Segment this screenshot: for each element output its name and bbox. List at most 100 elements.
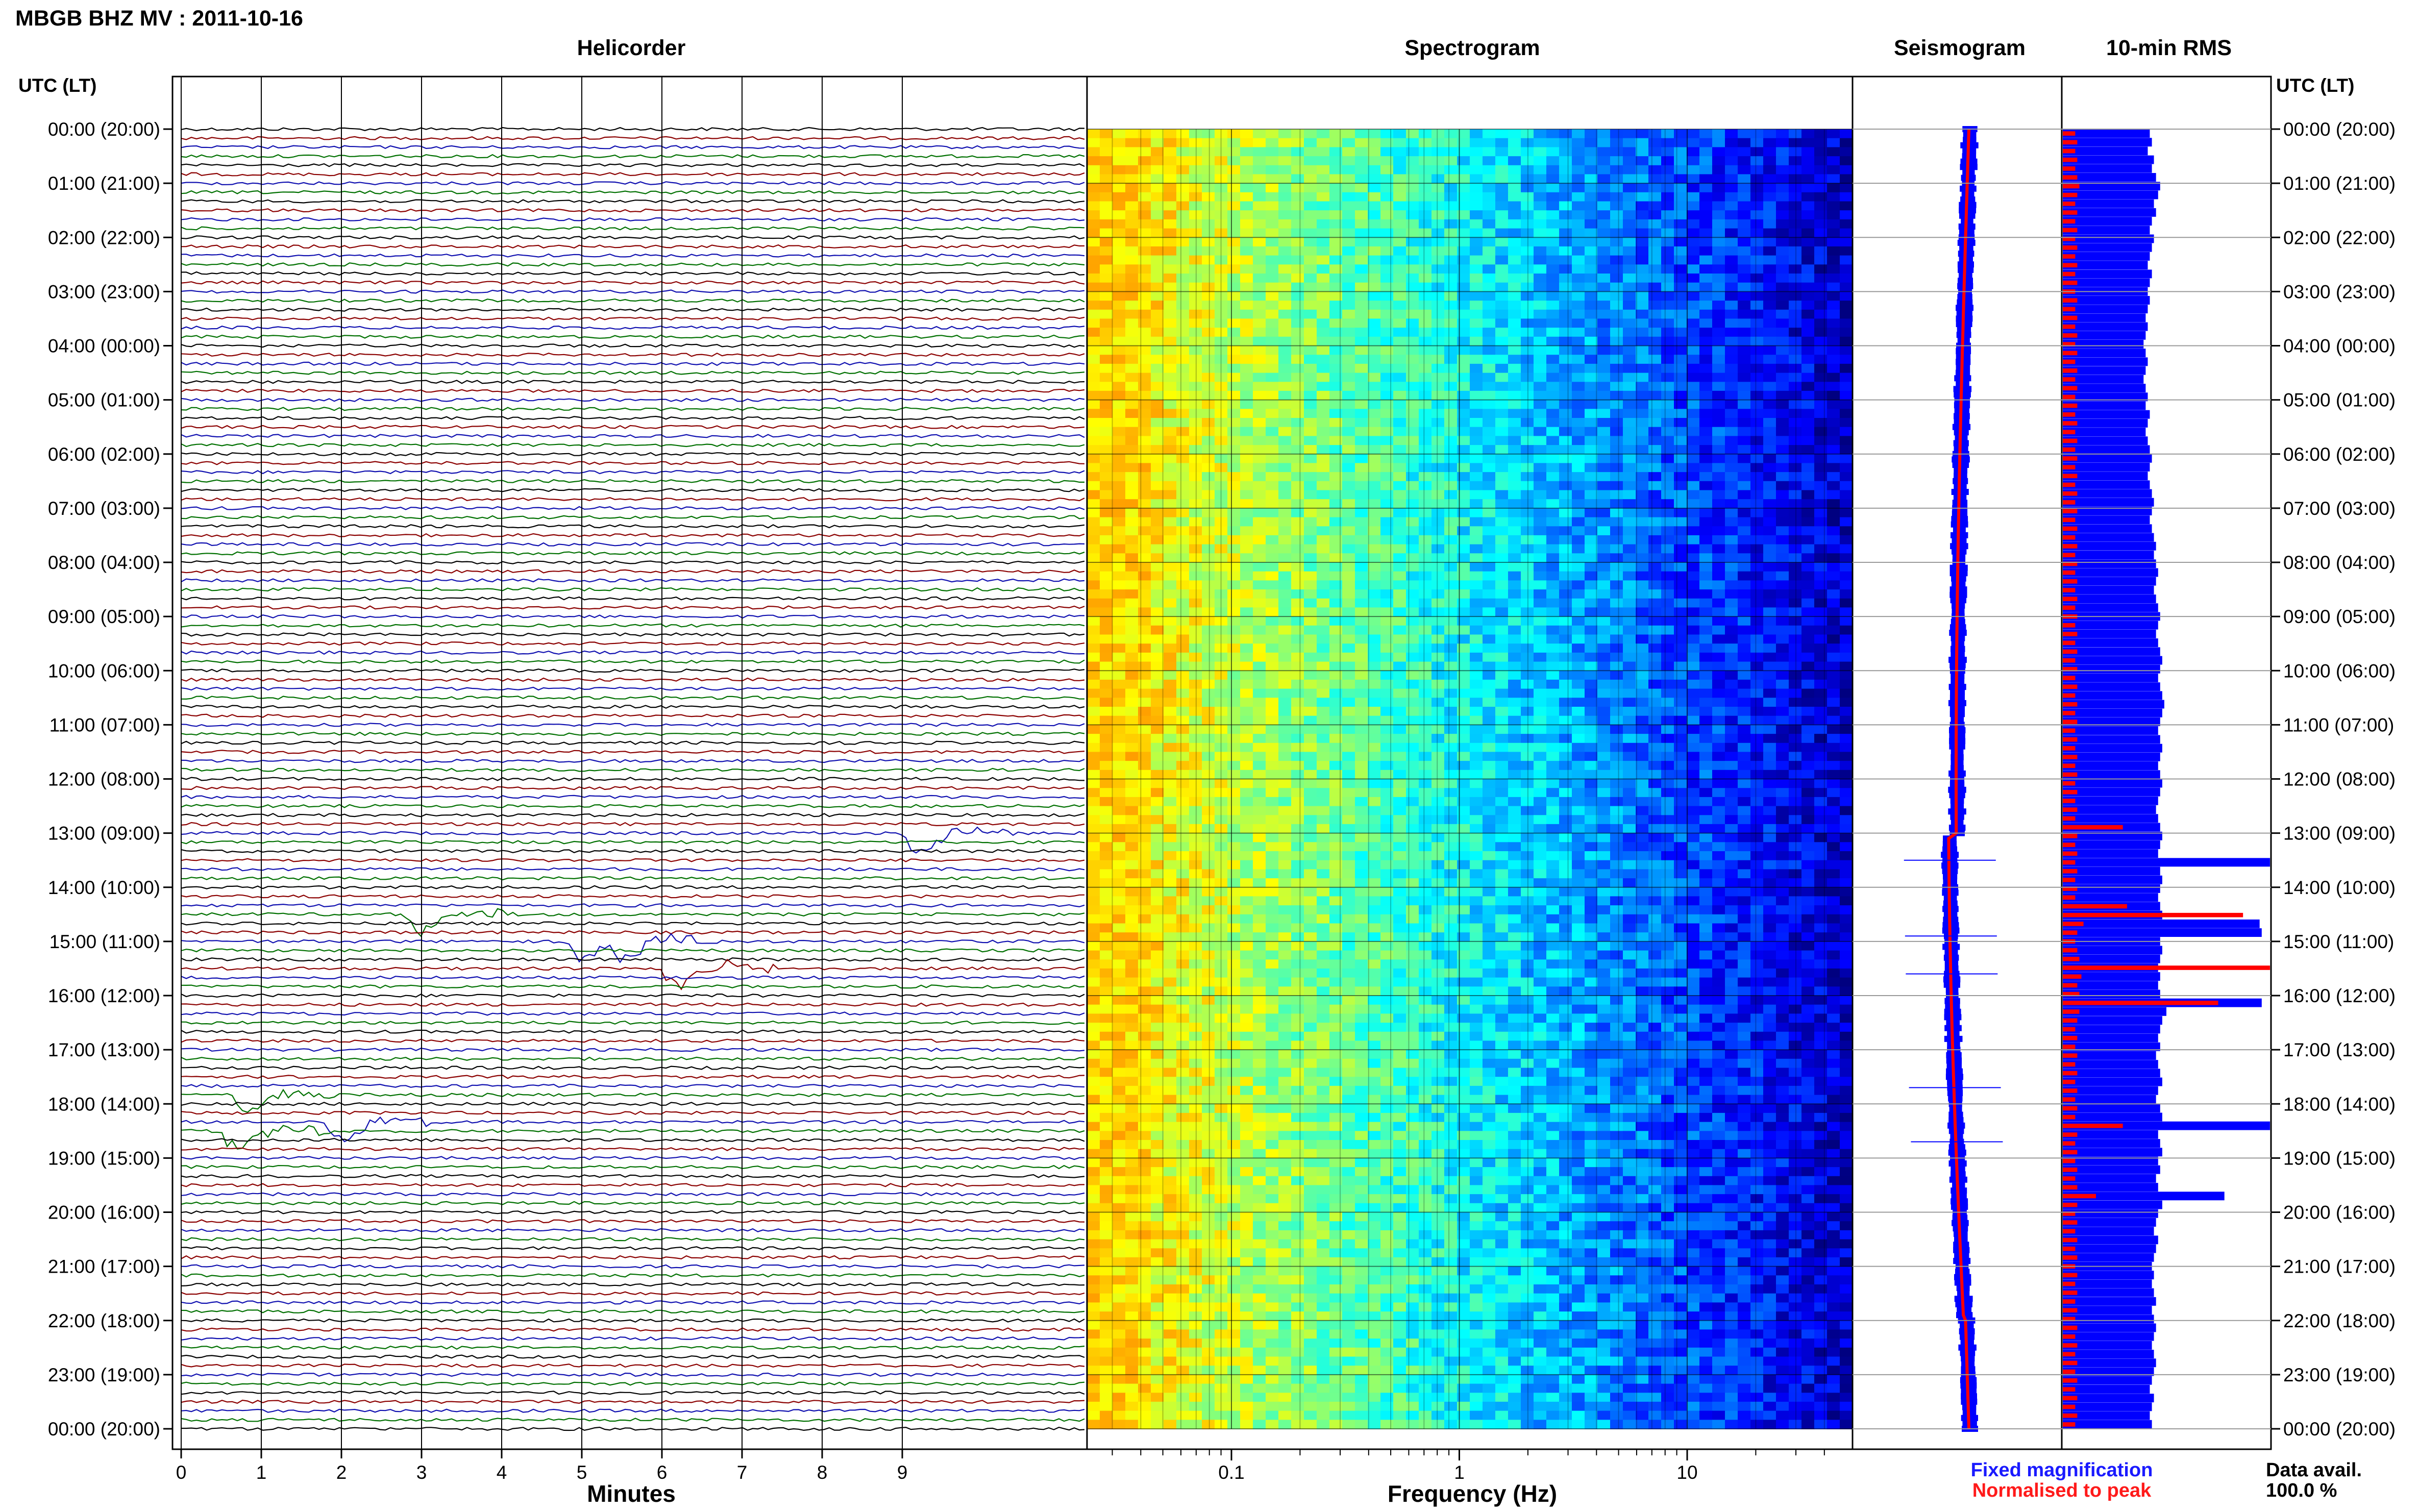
spectrogram-cell xyxy=(1227,490,1241,500)
spectrogram-cell xyxy=(1495,255,1509,265)
spectrogram-cell xyxy=(1125,472,1139,482)
spectrogram-cell xyxy=(1610,445,1623,455)
spectrogram-cell xyxy=(1483,598,1496,608)
spectrogram-cell xyxy=(1444,427,1458,437)
spectrogram-cell xyxy=(1138,274,1151,283)
spectrogram-cell xyxy=(1100,255,1113,265)
spectrogram-cell xyxy=(1712,788,1725,798)
spectrogram-cell xyxy=(1597,815,1611,825)
spectrogram-cell xyxy=(1393,770,1406,780)
spectrogram-cell xyxy=(1546,752,1560,761)
spectrogram-cell xyxy=(1087,192,1100,202)
spectrogram-cell xyxy=(1636,562,1649,572)
spectrogram-cell xyxy=(1278,264,1292,274)
spectrogram-cell xyxy=(1827,833,1840,843)
spectrogram-cell xyxy=(1483,535,1496,545)
spectrogram-cell xyxy=(1113,445,1126,455)
spectrogram-cell xyxy=(1789,824,1802,834)
spectrogram-cell xyxy=(1317,734,1330,743)
spectrogram-cell xyxy=(1227,679,1241,689)
spectrogram-cell xyxy=(1176,806,1190,816)
spectrogram-cell xyxy=(1687,301,1700,310)
spectrogram-cell xyxy=(1827,436,1840,445)
spectrogram-cell xyxy=(1380,824,1394,834)
spectrogram-cell xyxy=(1227,634,1241,644)
spectrogram-cell xyxy=(1610,643,1623,653)
spectrogram-cell xyxy=(1534,318,1547,328)
spectrogram-cell xyxy=(1138,472,1151,482)
spectrogram-cell xyxy=(1240,553,1253,563)
spectrogram-cell xyxy=(1278,734,1292,743)
spectrogram-cell xyxy=(1125,788,1139,798)
spectrogram-cell xyxy=(1750,661,1764,672)
spectrogram-cell xyxy=(1151,436,1164,445)
spectrogram-cell xyxy=(1585,553,1598,563)
spectrogram-cell xyxy=(1738,165,1751,175)
spectrogram-cell xyxy=(1534,382,1547,391)
spectrogram-cell xyxy=(1202,607,1215,617)
spectrogram-cell xyxy=(1253,797,1266,807)
spectrogram-cell xyxy=(1304,463,1317,473)
spectrogram-cell xyxy=(1457,264,1470,274)
spectrogram-cell xyxy=(1164,219,1177,229)
spectrogram-cell xyxy=(1814,806,1828,816)
spectrogram-cell xyxy=(1572,156,1585,166)
spectrogram-cell xyxy=(1763,174,1776,184)
spectrogram-cell xyxy=(1291,463,1304,473)
spectrogram-cell xyxy=(1406,770,1419,780)
spectrogram-cell xyxy=(1189,580,1202,590)
spectrogram-cell xyxy=(1648,499,1662,509)
spectrogram-cell xyxy=(1266,301,1279,310)
spectrogram-cell xyxy=(1444,355,1458,364)
spectrogram-cell xyxy=(1176,201,1190,211)
spectrogram-cell xyxy=(1087,345,1100,355)
spectrogram-cell xyxy=(1113,165,1126,175)
spectrogram-cell xyxy=(1699,472,1713,482)
spectrogram-cell xyxy=(1380,715,1394,726)
spectrogram-cell xyxy=(1648,508,1662,518)
spectrogram-cell xyxy=(1840,761,1853,771)
spectrogram-cell xyxy=(1368,490,1381,500)
spectrogram-cell xyxy=(1419,219,1432,229)
spectrogram-cell xyxy=(1266,210,1279,220)
spectrogram-cell xyxy=(1521,815,1534,825)
spectrogram-cell xyxy=(1738,147,1751,157)
spectrogram-cell xyxy=(1151,698,1164,707)
spectrogram-cell xyxy=(1304,219,1317,229)
spectrogram-cell xyxy=(1368,634,1381,644)
spectrogram-cell xyxy=(1457,472,1470,482)
spectrogram-cell xyxy=(1763,445,1776,455)
spectrogram-cell xyxy=(1546,580,1560,590)
spectrogram-cell xyxy=(1763,328,1776,337)
spectrogram-cell xyxy=(1176,355,1190,364)
spectrogram-cell xyxy=(1189,616,1202,626)
spectrogram-cell xyxy=(1712,336,1725,346)
spectrogram-cell xyxy=(1113,707,1126,716)
spectrogram-cell xyxy=(1483,228,1496,238)
spectrogram-cell xyxy=(1585,517,1598,527)
spectrogram-cell xyxy=(1278,336,1292,346)
spectrogram-cell xyxy=(1763,679,1776,689)
spectrogram-cell xyxy=(1495,345,1509,355)
spectrogram-cell xyxy=(1125,301,1139,310)
spectrogram-cell xyxy=(1342,472,1355,482)
spectrogram-cell xyxy=(1240,526,1253,536)
spectrogram-cell xyxy=(1789,363,1802,374)
spectrogram-cell xyxy=(1814,725,1828,734)
spectrogram-cell xyxy=(1559,210,1572,220)
spectrogram-cell xyxy=(1278,851,1292,861)
spectrogram-cell xyxy=(1266,336,1279,346)
spectrogram-cell xyxy=(1444,301,1458,310)
spectrogram-cell xyxy=(1355,725,1368,734)
spectrogram-cell xyxy=(1202,499,1215,509)
spectrogram-cell xyxy=(1189,553,1202,563)
spectrogram-cell xyxy=(1380,336,1394,346)
spectrogram-cell xyxy=(1215,210,1228,220)
spectrogram-cell xyxy=(1610,707,1623,716)
spectrogram-cell xyxy=(1151,328,1164,337)
spectrogram-cell xyxy=(1712,742,1725,753)
spectrogram-cell xyxy=(1763,318,1776,328)
helicorder-trace xyxy=(181,1102,1085,1106)
spectrogram-cell xyxy=(1597,291,1611,301)
spectrogram-cell xyxy=(1814,472,1828,482)
